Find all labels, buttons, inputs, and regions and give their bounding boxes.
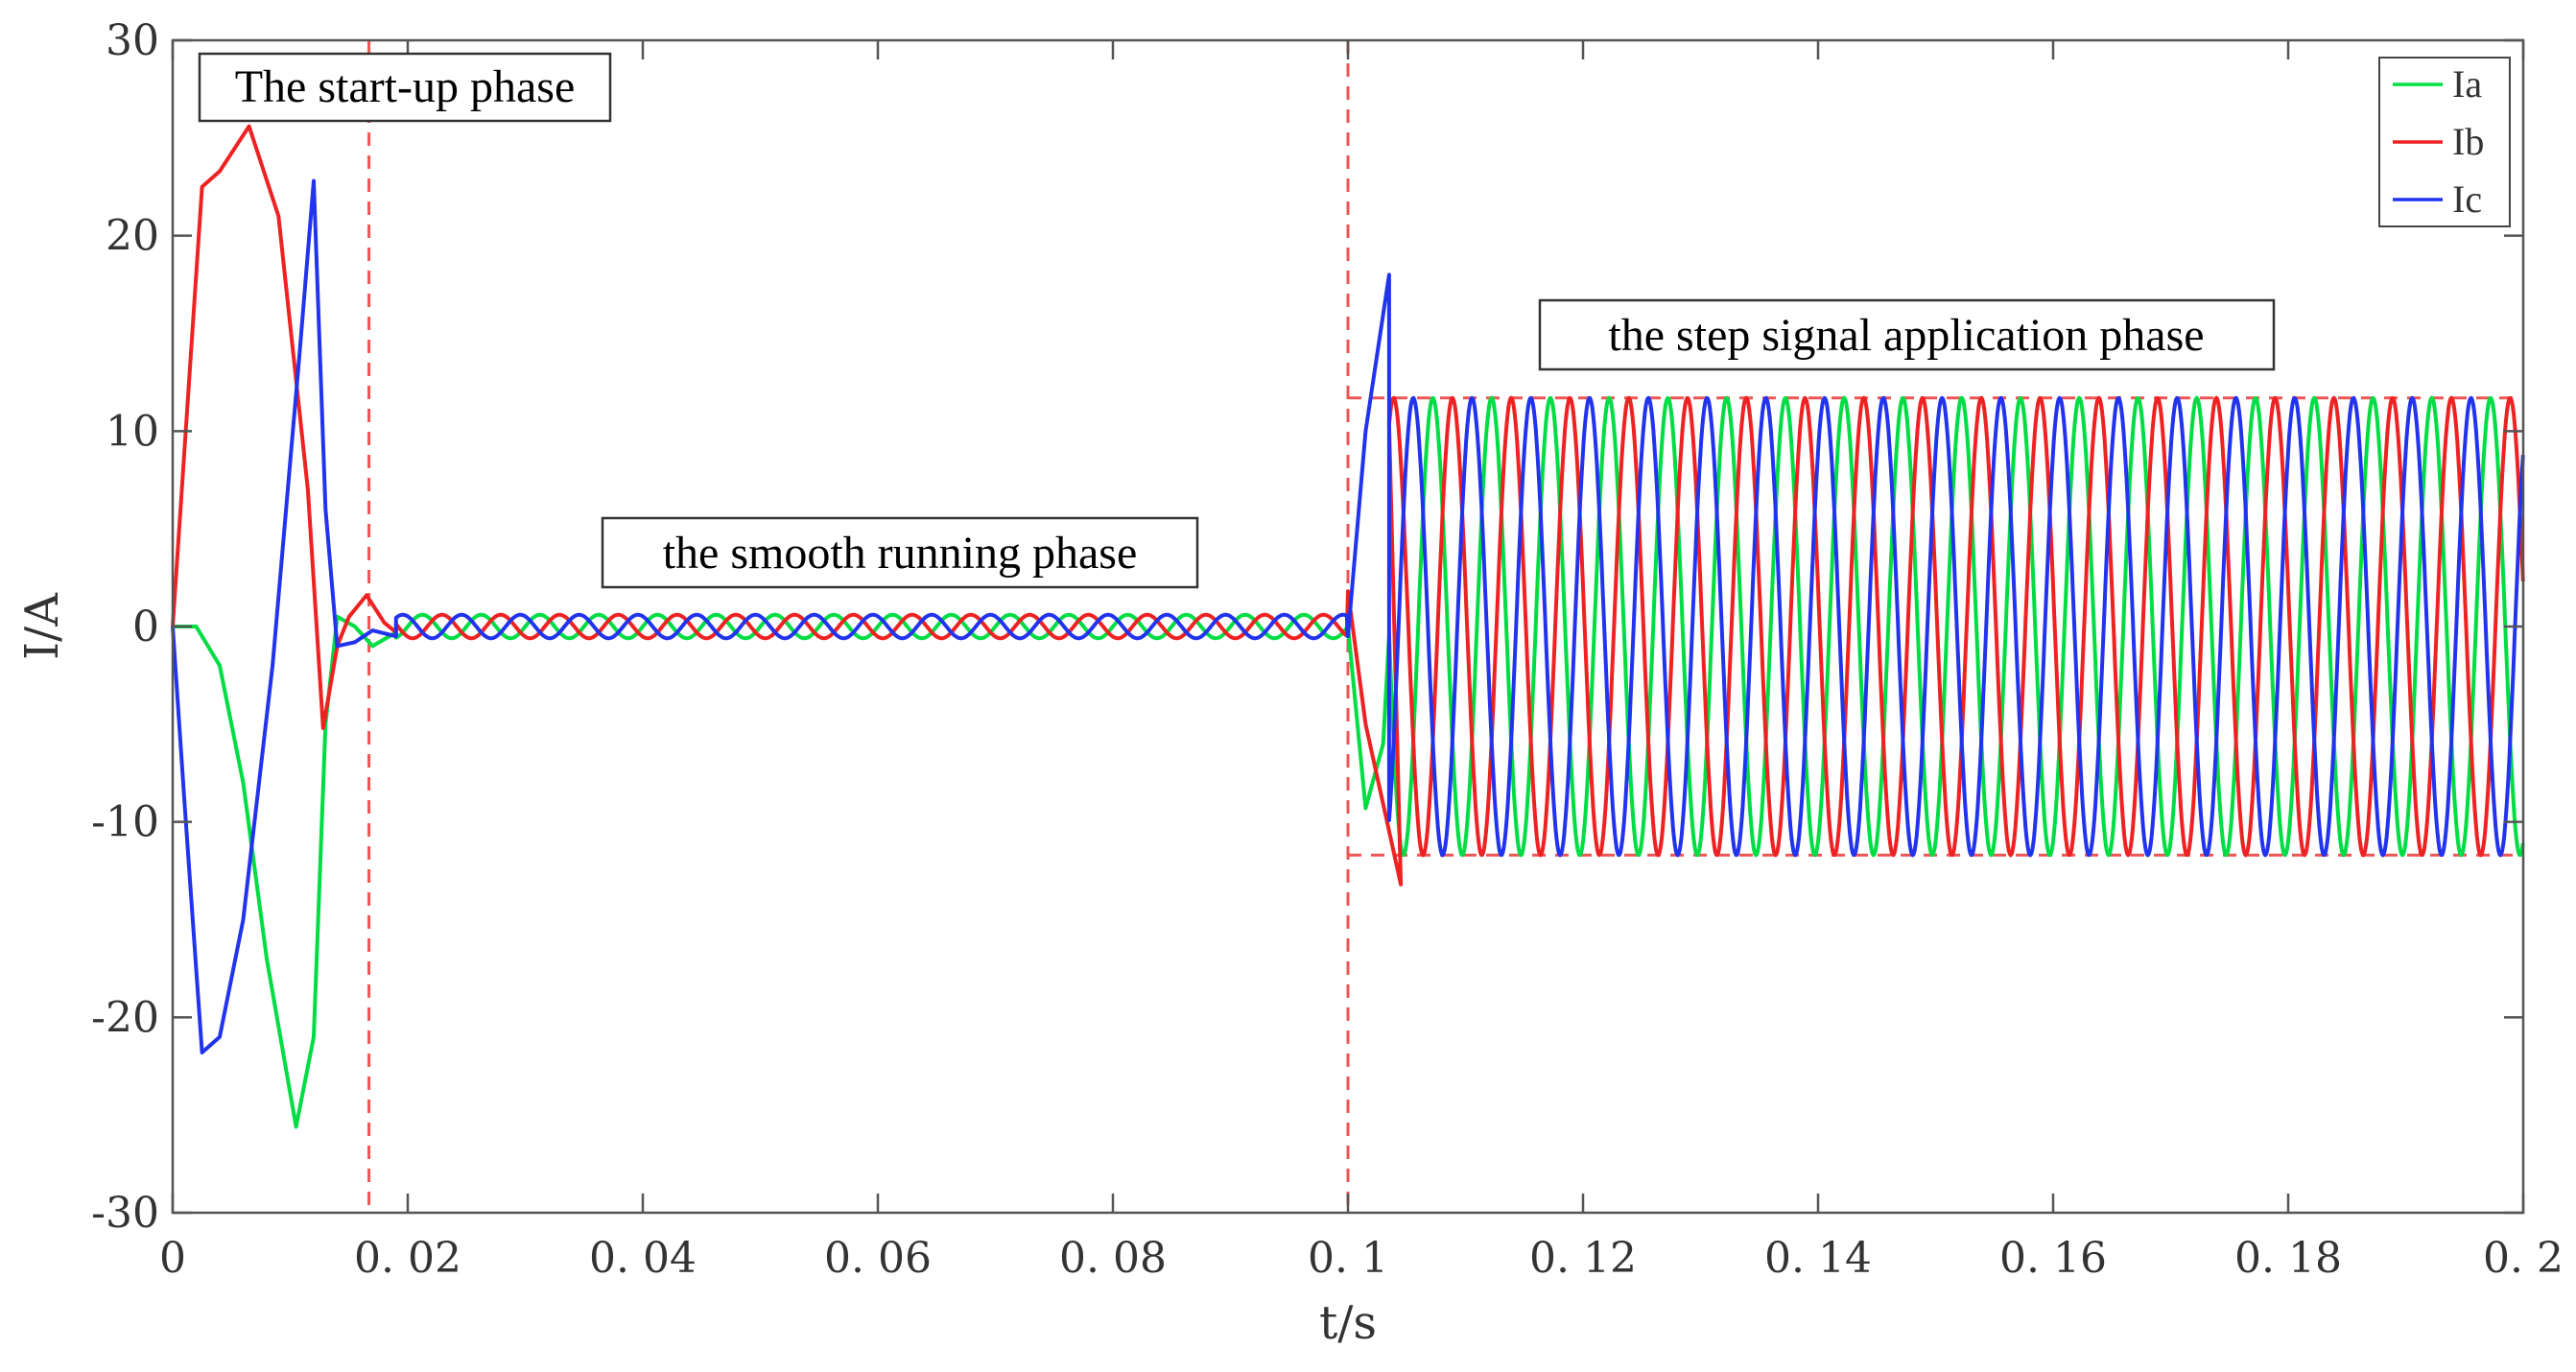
legend: Ia Ib Ic <box>2378 57 2511 227</box>
annotation-smooth-box <box>601 516 1199 589</box>
x-tick-label: 0. 1 <box>1308 1234 1388 1283</box>
series-line-ia <box>173 395 2525 1129</box>
annotation-startup-text: The start-up phase <box>235 61 576 112</box>
x-axis-label: t/s <box>1319 1296 1377 1350</box>
y-tick-label: 20 <box>106 212 159 261</box>
y-tick-label: -10 <box>91 798 159 847</box>
annotation-smooth: the smooth running phase <box>601 516 1199 589</box>
y-tick-label: 0 <box>132 603 159 651</box>
annotation-startup-box <box>198 52 612 123</box>
x-tick-label: 0. 2 <box>2483 1234 2564 1283</box>
series-line-ib <box>171 124 2525 887</box>
x-tick-label: 0. 06 <box>824 1234 932 1283</box>
y-tick-label: 10 <box>106 407 159 456</box>
legend-label-ia: Ia <box>2452 62 2482 106</box>
annotation-step-box <box>1538 298 2276 371</box>
x-tick-label: 0. 14 <box>1764 1234 1872 1283</box>
legend-label-ib: Ib <box>2452 120 2484 163</box>
x-tick-label: 0. 16 <box>1999 1234 2107 1283</box>
annotation-startup: The start-up phase <box>198 52 612 123</box>
y-tick-label: 30 <box>106 16 159 65</box>
x-tick-label: 0. 08 <box>1059 1234 1167 1283</box>
y-axis-label: I/A <box>15 592 69 660</box>
series-lines <box>171 124 2525 1129</box>
x-tick-label: 0. 12 <box>1529 1234 1637 1283</box>
x-tick-label: 0 <box>159 1234 186 1283</box>
x-tick-label: 0. 18 <box>2234 1234 2342 1283</box>
legend-label-ic: Ic <box>2452 177 2482 221</box>
x-tick-label: 0. 02 <box>354 1234 461 1283</box>
annotation-step-text: the step signal application phase <box>1608 310 2204 361</box>
y-tick-label: -30 <box>91 1189 159 1238</box>
series-line-ic <box>171 178 2525 1054</box>
y-tick-label: -20 <box>91 993 159 1042</box>
annotation-step: the step signal application phase <box>1538 298 2276 371</box>
annotation-smooth-text: the smooth running phase <box>663 528 1138 579</box>
x-tick-label: 0. 04 <box>589 1234 697 1283</box>
axis-ticks: 0 0. 02 0. 04 0. 06 0. 08 0. 1 0. 12 0. 14 0. 16… <box>91 16 2564 1283</box>
